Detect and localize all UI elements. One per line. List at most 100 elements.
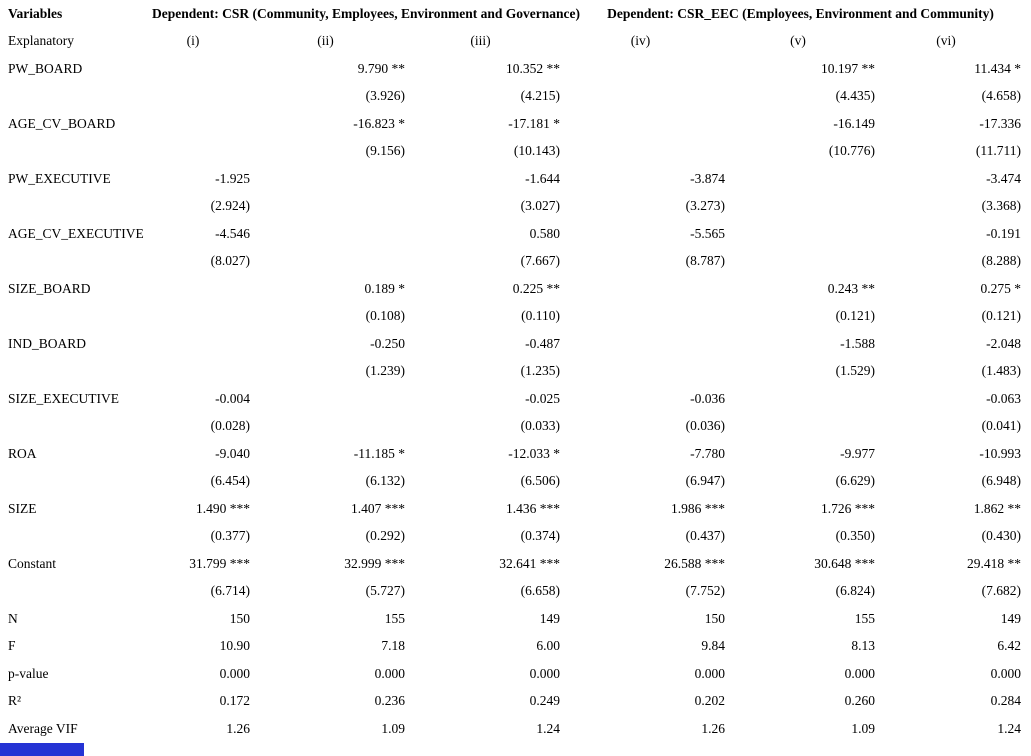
stat-cell: 9.84 xyxy=(701,638,726,654)
coef-cell: -17.181 * xyxy=(508,115,561,131)
variable-label: PW_BOARD xyxy=(8,60,83,76)
coef-cell: -11.185 * xyxy=(353,445,405,461)
variable-label: AGE_CV_EXECUTIVE xyxy=(8,225,144,241)
coef-cell: 32.641 *** xyxy=(499,555,561,571)
stat-cell: 0.000 xyxy=(990,665,1022,681)
coef-cell: 1.862 ** xyxy=(973,500,1022,516)
se-cell: (0.108) xyxy=(365,308,405,324)
se-cell: (8.288) xyxy=(981,253,1022,269)
model-label-5: (v) xyxy=(790,33,806,49)
se-cell: (0.041) xyxy=(981,418,1022,434)
se-cell: (0.292) xyxy=(365,528,405,544)
variable-label-empty xyxy=(0,193,150,221)
coef-cell: -0.036 xyxy=(690,390,726,406)
variable-label-empty xyxy=(0,83,150,111)
se-cell: (6.947) xyxy=(685,473,726,489)
se-cell xyxy=(570,138,735,166)
se-cell: (4.658) xyxy=(981,88,1022,104)
stat-label: N xyxy=(8,610,18,626)
se-cell xyxy=(570,358,735,386)
coef-cell: -12.033 * xyxy=(508,445,561,461)
stat-cell: 0.000 xyxy=(694,665,726,681)
stat-row: p-value 0.000 0.000 0.000 0.000 0.000 0.000 xyxy=(0,660,1031,688)
coef-row: SIZE_BOARD 0.189 * 0.225 ** 0.243 ** 0.275 * xyxy=(0,275,1031,303)
stat-cell: 0.284 xyxy=(990,693,1022,709)
se-cell xyxy=(735,193,885,221)
se-cell: (6.824) xyxy=(835,583,876,599)
variable-label: SIZE_BOARD xyxy=(8,280,91,296)
variable-label-empty xyxy=(0,248,150,276)
coef-cell: 11.434 * xyxy=(974,60,1022,76)
se-cell: (6.454) xyxy=(210,473,250,489)
coef-cell: -9.040 xyxy=(215,445,250,461)
se-cell: (7.667) xyxy=(520,253,561,269)
coef-cell: -0.004 xyxy=(215,390,250,406)
se-cell: (7.682) xyxy=(981,583,1022,599)
coef-cell: 0.275 * xyxy=(980,280,1022,296)
coef-cell xyxy=(570,330,735,358)
se-row: (6.454) (6.132) (6.506) (6.947) (6.629) (6.94… xyxy=(0,468,1031,496)
se-cell: (6.658) xyxy=(520,583,561,599)
coef-cell: -2.048 xyxy=(986,335,1022,351)
coef-row: AGE_CV_EXECUTIVE -4.546 0.580 -5.565 -0.191 xyxy=(0,220,1031,248)
coef-cell xyxy=(570,55,735,83)
stat-cell: 155 xyxy=(384,610,405,626)
se-cell xyxy=(260,248,415,276)
coef-cell: 1.490 *** xyxy=(196,500,250,516)
variable-label: IND_BOARD xyxy=(8,335,87,351)
model-label-2: (ii) xyxy=(317,33,334,49)
coef-cell: 30.648 *** xyxy=(814,555,876,571)
header-explanatory-label: Explanatory xyxy=(8,33,74,49)
se-cell: (10.143) xyxy=(513,143,561,159)
coef-cell: -16.149 xyxy=(833,115,876,131)
se-cell: (4.435) xyxy=(835,88,876,104)
coef-cell: -3.874 xyxy=(690,170,726,186)
se-row: (0.028) (0.033) (0.036) (0.041) xyxy=(0,413,1031,441)
stat-cell: 0.202 xyxy=(694,693,726,709)
se-cell: (6.506) xyxy=(520,473,561,489)
coef-row: SIZE_EXECUTIVE -0.004 -0.025 -0.036 -0.063 xyxy=(0,385,1031,413)
se-cell: (0.121) xyxy=(981,308,1022,324)
coef-row: AGE_CV_BOARD -16.823 * -17.181 * -16.149 -17… xyxy=(0,110,1031,138)
coef-cell: -5.565 xyxy=(690,225,726,241)
coef-cell: 1.726 *** xyxy=(821,500,876,516)
coef-cell: -3.474 xyxy=(986,170,1022,186)
coef-cell: -0.025 xyxy=(525,390,561,406)
se-cell: (6.132) xyxy=(365,473,405,489)
stat-row: Average VIF 1.26 1.09 1.24 1.26 1.09 1.24 xyxy=(0,715,1031,743)
stat-cell: 8.13 xyxy=(851,638,876,654)
stat-cell: 0.000 xyxy=(844,665,876,681)
coef-cell: -17.336 xyxy=(979,115,1022,131)
stat-label: F xyxy=(8,638,16,654)
se-cell: (7.752) xyxy=(685,583,726,599)
variable-label-empty xyxy=(0,578,150,606)
coef-cell: -4.546 xyxy=(215,225,250,241)
stat-cell: 0.249 xyxy=(529,693,561,709)
se-cell: (0.033) xyxy=(520,418,561,434)
stat-row: N 150 155 149 150 155 149 xyxy=(0,605,1031,633)
coef-cell xyxy=(150,275,260,303)
se-cell: (0.437) xyxy=(685,528,726,544)
coef-cell: 0.243 ** xyxy=(827,280,876,296)
coef-cell: -0.250 xyxy=(370,335,405,351)
stat-label: p-value xyxy=(8,665,49,681)
se-cell xyxy=(735,248,885,276)
coef-cell xyxy=(570,275,735,303)
se-cell: (1.235) xyxy=(520,363,561,379)
stat-cell: 0.000 xyxy=(219,665,250,681)
se-row: (0.108) (0.110) (0.121) (0.121) xyxy=(0,303,1031,331)
coef-cell: 29.418 ** xyxy=(967,555,1022,571)
variable-label-empty xyxy=(0,468,150,496)
coef-cell xyxy=(735,165,885,193)
coef-cell: 1.407 *** xyxy=(351,500,405,516)
se-cell: (3.273) xyxy=(685,198,726,214)
se-row: (9.156) (10.143) (10.776) (11.711) xyxy=(0,138,1031,166)
variable-label: Constant xyxy=(8,555,57,571)
se-cell: (1.529) xyxy=(835,363,876,379)
coef-cell: -0.487 xyxy=(525,335,561,351)
stat-cell: 1.09 xyxy=(851,720,876,736)
se-row: (3.926) (4.215) (4.435) (4.658) xyxy=(0,83,1031,111)
se-cell: (2.924) xyxy=(210,198,250,214)
se-cell: (6.948) xyxy=(981,473,1022,489)
coef-row: ROA -9.040 -11.185 * -12.033 * -7.780 -9.977 -… xyxy=(0,440,1031,468)
